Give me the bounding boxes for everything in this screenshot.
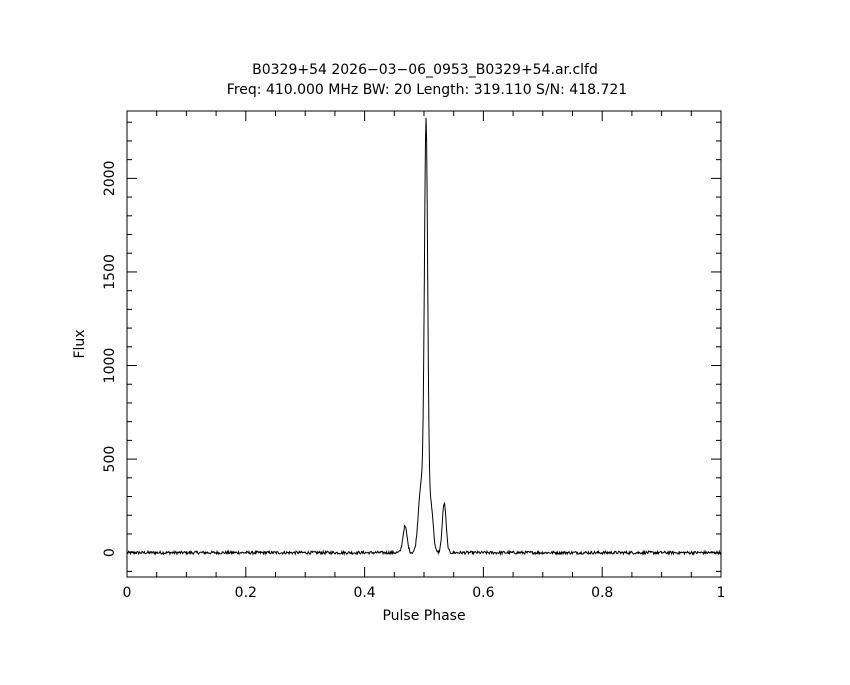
y-tick-label: 2000 xyxy=(102,161,118,197)
x-tick-label: 0.2 xyxy=(235,585,257,601)
y-tick-label: 1500 xyxy=(102,254,118,290)
y-tick-label: 500 xyxy=(102,446,118,473)
y-axis-label: Flux xyxy=(72,329,88,358)
pulse-profile-line xyxy=(126,117,722,556)
x-tick-label: 0 xyxy=(123,585,132,601)
chart-subtitle: Freq: 410.000 MHz BW: 20 Length: 319.110… xyxy=(227,82,627,98)
x-tick-label: 1 xyxy=(717,585,726,601)
x-tick-label: 0.6 xyxy=(472,585,494,601)
x-axis: 0 0.2 0.4 0.6 0.8 1 xyxy=(123,111,726,601)
y-tick-label: 1000 xyxy=(102,348,118,384)
x-axis-label: Pulse Phase xyxy=(382,608,465,624)
y-tick-label: 0 xyxy=(102,548,118,557)
x-tick-label: 0.4 xyxy=(353,585,375,601)
x-tick-label: 0.8 xyxy=(591,585,613,601)
chart-title: B0329+54 2026−03−06_0953_B0329+54.ar.clf… xyxy=(252,62,598,78)
y-axis: 0 500 1000 1500 2000 xyxy=(102,121,721,572)
